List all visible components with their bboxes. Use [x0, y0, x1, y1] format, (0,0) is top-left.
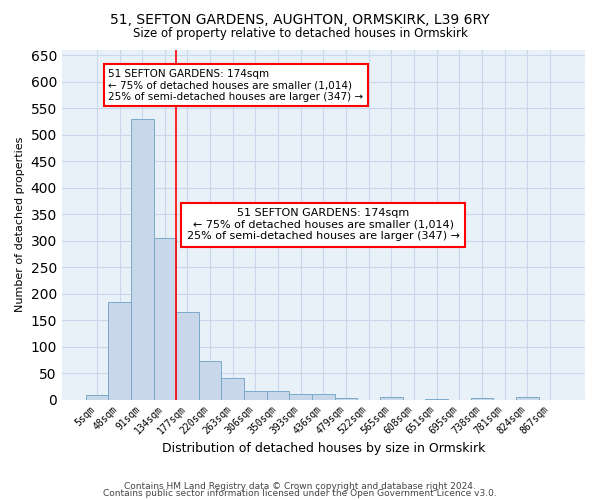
Text: 51, SEFTON GARDENS, AUGHTON, ORMSKIRK, L39 6RY: 51, SEFTON GARDENS, AUGHTON, ORMSKIRK, L…	[110, 12, 490, 26]
Y-axis label: Number of detached properties: Number of detached properties	[15, 137, 25, 312]
Bar	[380, 397, 403, 400]
Bar	[312, 394, 335, 400]
Bar	[289, 394, 312, 400]
Text: 51 SEFTON GARDENS: 174sqm
← 75% of detached houses are smaller (1,014)
25% of se: 51 SEFTON GARDENS: 174sqm ← 75% of detac…	[108, 68, 364, 102]
Text: Size of property relative to detached houses in Ormskirk: Size of property relative to detached ho…	[133, 28, 467, 40]
Bar	[154, 238, 176, 400]
Text: 51 SEFTON GARDENS: 174sqm
← 75% of detached houses are smaller (1,014)
25% of se: 51 SEFTON GARDENS: 174sqm ← 75% of detac…	[187, 208, 460, 242]
Text: Contains public sector information licensed under the Open Government Licence v3: Contains public sector information licen…	[103, 490, 497, 498]
Bar	[86, 396, 108, 400]
Bar	[516, 397, 539, 400]
Text: Contains HM Land Registry data © Crown copyright and database right 2024.: Contains HM Land Registry data © Crown c…	[124, 482, 476, 491]
X-axis label: Distribution of detached houses by size in Ormskirk: Distribution of detached houses by size …	[162, 442, 485, 455]
Bar	[131, 119, 154, 400]
Bar	[335, 398, 358, 400]
Bar	[470, 398, 493, 400]
Bar	[199, 361, 221, 400]
Bar	[176, 312, 199, 400]
Bar	[267, 390, 289, 400]
Bar	[221, 378, 244, 400]
Bar	[108, 302, 131, 400]
Bar	[244, 390, 267, 400]
Bar	[425, 398, 448, 400]
